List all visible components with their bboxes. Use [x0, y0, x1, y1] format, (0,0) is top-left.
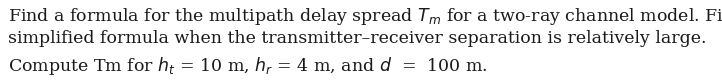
Text: simplified formula when the transmitter–receiver separation is relatively large.: simplified formula when the transmitter–… [8, 30, 707, 47]
Text: Compute Tm for $h_t$ = 10 m, $h_r$ = 4 m, and $d$  =  100 m.: Compute Tm for $h_t$ = 10 m, $h_r$ = 4 m… [8, 55, 488, 77]
Text: Find a formula for the multipath delay spread $T_m$ for a two-ray channel model.: Find a formula for the multipath delay s… [8, 6, 722, 27]
